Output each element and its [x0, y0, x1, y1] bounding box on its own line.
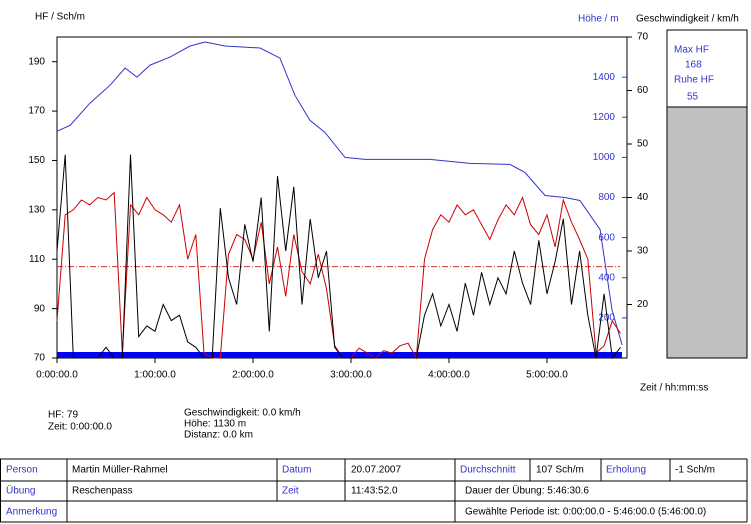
panel-label: Ruhe HF	[674, 75, 714, 86]
table-label: Erholung	[606, 465, 646, 476]
y2-tick-label: 1200	[593, 112, 616, 123]
y-tick-label: 110	[29, 254, 45, 265]
table-label: Person	[6, 465, 38, 476]
y2-tick-label: 800	[598, 192, 615, 203]
y3-tick-label: 60	[637, 85, 649, 96]
table-value: 107 Sch/m	[536, 465, 584, 476]
table-value: Reschenpass	[72, 486, 133, 497]
table-value: Martin Müller-Rahmel	[72, 465, 168, 476]
panel-value: 55	[687, 92, 699, 103]
x-tick-label: 0:00:00.0	[36, 370, 78, 381]
table-value: 11:43:52.0	[351, 486, 398, 497]
series-line	[56, 41, 623, 346]
cursor-info: Geschwindigkeit: 0.0 km/h	[184, 408, 301, 419]
y-tick-label: 170	[28, 106, 45, 117]
y2-tick-label: 1400	[593, 72, 616, 83]
table-grid	[0, 458, 748, 523]
cursor-info: Distanz: 0.0 km	[184, 430, 253, 441]
y-axis-label: HF / Sch/m	[35, 12, 85, 23]
panel-value: 168	[685, 60, 702, 71]
x-tick-label: 3:00:00.0	[330, 370, 372, 381]
x-tick-label: 5:00:00.0	[526, 370, 568, 381]
y2-axis-label: Höhe / m	[578, 14, 619, 25]
x-axis-label: Zeit / hh:mm:ss	[640, 383, 708, 394]
y-tick-label: 190	[28, 56, 45, 67]
y-tick-label: 90	[34, 303, 46, 314]
table-value: Gewählte Periode ist: 0:00:00.0 - 5:46:0…	[465, 507, 706, 518]
table-label: Übung	[6, 485, 35, 497]
x-tick-label: 1:00:00.0	[134, 370, 176, 381]
table-label: Datum	[282, 465, 311, 476]
y3-tick-label: 70	[637, 32, 649, 43]
panel-label: Max HF	[674, 45, 709, 56]
plot-frame	[56, 36, 628, 359]
y3-tick-label: 50	[637, 139, 649, 150]
x-tick-label: 2:00:00.0	[232, 370, 274, 381]
y2-tick-label: 600	[598, 232, 615, 243]
y3-axis-label: Geschwindigkeit / km/h	[636, 14, 739, 25]
cursor-info: HF: 79	[48, 410, 78, 421]
y-tick-label: 70	[34, 353, 46, 364]
table-value: 20.07.2007	[351, 465, 401, 476]
y-tick-label: 150	[28, 155, 45, 166]
side-panel-bottom	[666, 106, 748, 359]
y3-tick-label: 20	[637, 299, 649, 310]
table-label: Durchschnitt	[460, 465, 516, 476]
y2-tick-label: 1000	[593, 152, 616, 163]
x-tick-label: 4:00:00.0	[428, 370, 470, 381]
cursor-info: Höhe: 1130 m	[184, 419, 246, 430]
table-value: Dauer der Übung: 5:46:30.6	[465, 485, 589, 497]
table-label: Anmerkung	[6, 507, 57, 518]
selection-bar	[57, 352, 622, 358]
y3-tick-label: 40	[637, 192, 649, 203]
cursor-info: Zeit: 0:00:00.0	[48, 422, 112, 433]
table-label: Zeit	[282, 486, 299, 497]
table-value: -1 Sch/m	[675, 465, 715, 476]
y3-tick-label: 30	[637, 246, 649, 257]
series-line	[56, 154, 621, 360]
side-panel-top	[666, 29, 748, 108]
y-tick-label: 130	[28, 204, 45, 215]
